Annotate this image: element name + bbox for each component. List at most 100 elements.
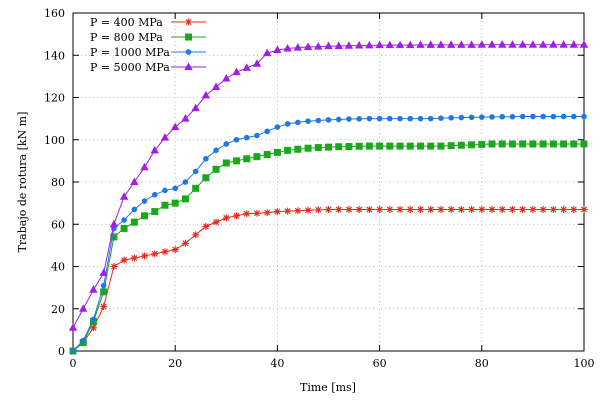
- data-point: [550, 113, 557, 120]
- data-point: [478, 140, 486, 148]
- data-point: [560, 205, 568, 213]
- data-point: [447, 142, 455, 150]
- data-point: [416, 142, 424, 150]
- data-point: [518, 40, 527, 48]
- data-point: [100, 303, 108, 311]
- data-point: [325, 143, 332, 151]
- y-tick-label: 0: [58, 345, 65, 358]
- x-tick-label: 60: [373, 357, 387, 370]
- data-point: [489, 114, 495, 120]
- data-point: [529, 140, 537, 148]
- data-point: [498, 140, 506, 148]
- data-point: [446, 40, 456, 48]
- data-point: [447, 205, 455, 213]
- data-point: [294, 145, 302, 153]
- data-point: [386, 205, 394, 213]
- data-point: [529, 205, 537, 213]
- data-point: [540, 113, 546, 120]
- data-point: [233, 136, 240, 143]
- series-line: [72, 143, 584, 352]
- data-point: [284, 121, 291, 127]
- data-point: [427, 115, 434, 122]
- data-point: [182, 179, 189, 185]
- series-line: [72, 116, 584, 352]
- data-point: [508, 140, 516, 148]
- data-point: [478, 205, 486, 213]
- data-point: [233, 212, 241, 220]
- y-tick-label: 40: [51, 261, 65, 274]
- data-point: [293, 43, 303, 51]
- data-point: [468, 205, 476, 213]
- series-3: [70, 113, 587, 354]
- x-tick-label: 80: [475, 357, 489, 370]
- data-point: [181, 114, 190, 122]
- data-point: [315, 117, 322, 124]
- data-point: [519, 140, 527, 148]
- data-point: [273, 148, 281, 156]
- data-point: [579, 40, 589, 48]
- data-point: [457, 205, 465, 213]
- data-point: [305, 118, 311, 124]
- axes: 0 20 40 60 80 100 0 20 40 60 80 100 120 140 160: [44, 7, 595, 370]
- data-point: [233, 157, 241, 165]
- data-point: [100, 288, 108, 296]
- data-point: [437, 142, 445, 150]
- data-point: [191, 103, 200, 112]
- data-point: [334, 41, 343, 49]
- data-point: [109, 219, 119, 228]
- data-point: [457, 141, 465, 149]
- data-point: [407, 115, 414, 122]
- data-point: [223, 141, 230, 147]
- data-point: [89, 324, 97, 332]
- data-point: [397, 115, 403, 122]
- data-point: [202, 222, 210, 230]
- data-point: [119, 192, 129, 200]
- legend: P = 400 MPa P = 800 MPa P = 1000 MPa P = 50…: [90, 16, 206, 74]
- data-point: [161, 201, 169, 209]
- data-point: [212, 165, 220, 173]
- data-point: [151, 208, 159, 216]
- data-point: [539, 205, 547, 213]
- series-group: [68, 40, 589, 355]
- data-point: [171, 246, 179, 254]
- data-point: [303, 42, 313, 51]
- data-point: [130, 254, 138, 262]
- y-axis-title: Trabajo de rotura [kN m]: [16, 112, 29, 253]
- data-point: [213, 147, 219, 154]
- data-point: [427, 205, 435, 213]
- x-tick-label: 0: [70, 357, 77, 370]
- data-point: [99, 268, 108, 276]
- data-point: [121, 217, 127, 223]
- data-point: [549, 40, 558, 48]
- data-point: [335, 116, 342, 123]
- data-point: [162, 187, 168, 194]
- y-tick-label: 140: [44, 49, 65, 62]
- data-point: [406, 40, 415, 49]
- legend-marker: [184, 62, 193, 70]
- data-point: [171, 199, 179, 207]
- data-point: [549, 140, 557, 148]
- data-point: [243, 155, 251, 163]
- data-point: [161, 248, 169, 256]
- data-point: [192, 184, 200, 192]
- data-point: [202, 174, 210, 182]
- y-tick-label: 20: [51, 303, 65, 316]
- data-point: [141, 252, 149, 260]
- data-point: [395, 40, 405, 49]
- data-point: [488, 140, 496, 148]
- data-point: [569, 40, 578, 48]
- series-line: [72, 44, 584, 328]
- data-point: [406, 142, 414, 150]
- data-point: [365, 205, 373, 213]
- data-point: [252, 59, 262, 67]
- data-point: [263, 209, 271, 217]
- grid: [73, 13, 584, 351]
- data-point: [437, 205, 445, 213]
- data-point: [141, 212, 149, 220]
- data-point: [559, 40, 568, 48]
- data-point: [519, 113, 526, 120]
- data-point: [345, 205, 353, 213]
- data-point: [580, 205, 588, 213]
- data-point: [243, 210, 251, 218]
- data-point: [457, 40, 466, 48]
